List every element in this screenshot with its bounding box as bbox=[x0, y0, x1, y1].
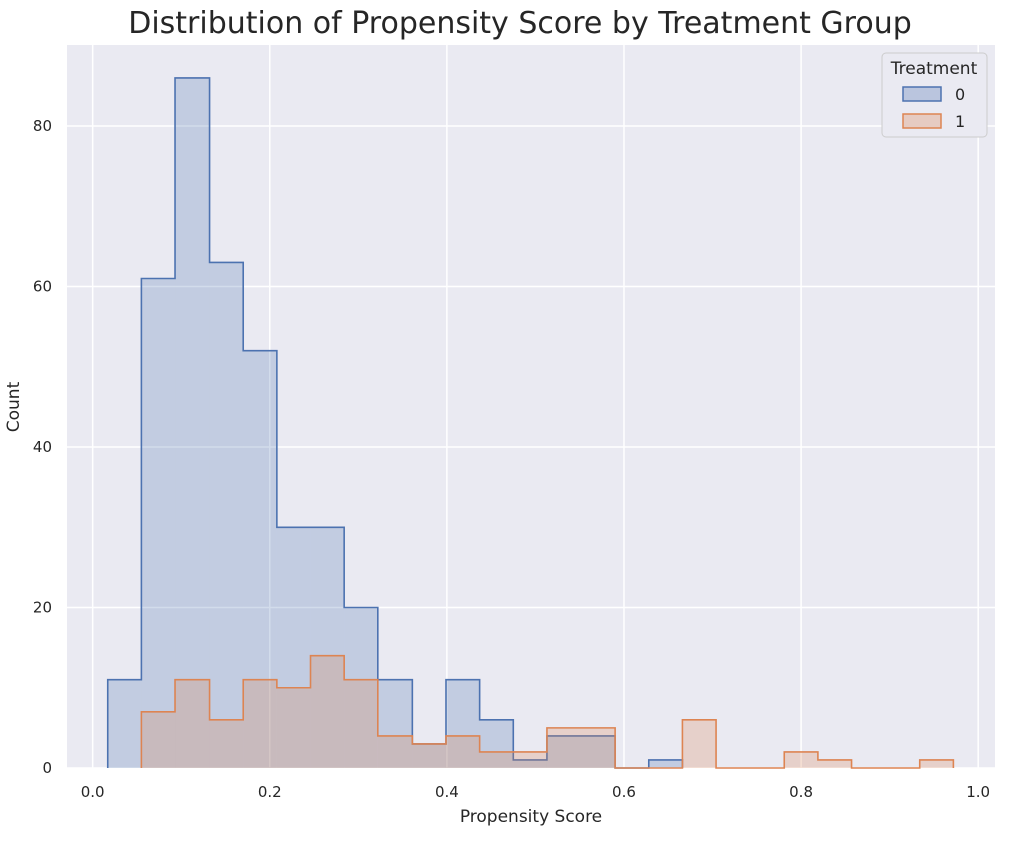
x-tick-label: 0.4 bbox=[435, 783, 459, 801]
bar-series-1 bbox=[310, 655, 345, 768]
legend-title: Treatment bbox=[890, 59, 978, 79]
bar-series-0 bbox=[546, 735, 582, 768]
legend-label-0: 0 bbox=[955, 85, 965, 104]
bar-series-0 bbox=[377, 679, 413, 768]
x-tick-label: 1.0 bbox=[966, 783, 990, 801]
bar-series-0 bbox=[648, 759, 683, 768]
x-tick-label: 0.0 bbox=[81, 783, 105, 801]
series-0 bbox=[106, 77, 684, 769]
bar-series-0 bbox=[412, 743, 446, 768]
y-axis-label: Count bbox=[4, 381, 24, 432]
bar-series-1 bbox=[243, 679, 277, 768]
bar-series-1 bbox=[581, 727, 616, 768]
bar-series-1 bbox=[276, 687, 311, 768]
bar-series-0 bbox=[141, 278, 176, 768]
y-tick-label: 60 bbox=[33, 278, 52, 296]
bar-series-0 bbox=[479, 719, 514, 768]
legend-swatch-1 bbox=[902, 113, 942, 129]
step-outline-series-0 bbox=[106, 77, 684, 769]
bar-series-1 bbox=[479, 751, 514, 768]
step-outline-series-1 bbox=[140, 654, 955, 769]
y-tick-label: 80 bbox=[33, 117, 52, 135]
bar-series-1 bbox=[546, 727, 582, 768]
bar-series-1 bbox=[175, 679, 210, 768]
legend-swatch-0 bbox=[902, 86, 942, 102]
bar-series-0 bbox=[107, 679, 142, 768]
y-tick-label: 20 bbox=[33, 599, 52, 617]
bar-series-0 bbox=[243, 350, 277, 768]
bar-series-1 bbox=[209, 719, 244, 768]
bar-series-1 bbox=[919, 759, 954, 768]
x-tick-label: 0.2 bbox=[258, 783, 282, 801]
bar-series-1 bbox=[377, 735, 413, 768]
x-tick-label: 0.6 bbox=[612, 783, 636, 801]
x-axis-label: Propensity Score bbox=[460, 807, 602, 827]
legend: Treatment 0 1 bbox=[881, 52, 988, 138]
legend-label-1: 1 bbox=[955, 112, 965, 131]
bar-series-1 bbox=[682, 719, 717, 768]
bar-series-1 bbox=[817, 759, 852, 768]
x-tick-label: 0.8 bbox=[789, 783, 813, 801]
bar-series-0 bbox=[175, 77, 210, 769]
legend-box bbox=[881, 52, 988, 138]
y-tick-label: 0 bbox=[42, 759, 52, 777]
series-1 bbox=[140, 654, 955, 769]
bar-series-1 bbox=[445, 735, 480, 768]
bar-series-1 bbox=[513, 751, 547, 768]
bar-series-0 bbox=[209, 262, 244, 768]
chart-title: Distribution of Propensity Score by Trea… bbox=[128, 6, 912, 41]
bar-series-1 bbox=[412, 743, 446, 768]
plot-area bbox=[67, 45, 995, 768]
y-tick-label: 40 bbox=[33, 438, 52, 456]
bar-series-0 bbox=[276, 527, 311, 768]
bar-series-1 bbox=[141, 711, 176, 768]
bar-series-0 bbox=[344, 607, 378, 768]
bar-series-0 bbox=[581, 735, 616, 768]
bar-series-1 bbox=[344, 679, 378, 768]
bar-series-0 bbox=[310, 527, 345, 768]
bar-series-1 bbox=[784, 751, 818, 768]
bar-series-0 bbox=[513, 759, 547, 768]
bar-series-0 bbox=[445, 679, 480, 768]
